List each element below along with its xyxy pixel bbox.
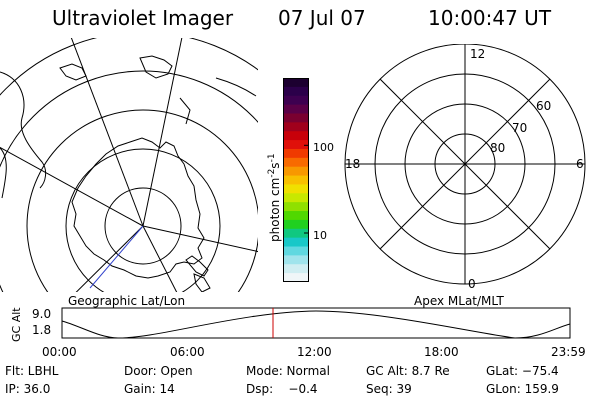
timeline-frame xyxy=(61,307,571,339)
colorbar-units: photon cm-2s-1 xyxy=(267,153,282,242)
timeline-xtick: 23:59 xyxy=(551,345,586,359)
coastline xyxy=(215,77,257,97)
glon-info: GLon: 159.9 xyxy=(486,382,559,396)
gc-alt-info: GC Alt: 8.7 Re xyxy=(366,364,450,378)
colorbar-swatch xyxy=(283,148,309,159)
lat-circle xyxy=(26,109,258,292)
coastline xyxy=(139,55,173,79)
meridian-line xyxy=(142,38,183,227)
mode-info: Mode: Normal xyxy=(246,364,330,378)
colorbar-swatch xyxy=(283,78,309,88)
dsp-info: Dsp: −0.4 xyxy=(246,382,318,396)
svg-text:photon cm-2s-1: photon cm-2s-1 xyxy=(267,153,282,242)
seq-info: Seq: 39 xyxy=(366,382,412,396)
mlt-label-12: 12 xyxy=(470,47,485,61)
instrument-title: Ultraviolet Imager xyxy=(52,6,234,30)
timeline-xtick: 00:00 xyxy=(42,345,77,359)
colorbar-swatch xyxy=(283,264,309,274)
meridian-line xyxy=(0,146,144,227)
date-label: 07 Jul 07 xyxy=(278,6,366,30)
colorbar-tick-label: 10 xyxy=(313,229,327,242)
satellite-track xyxy=(89,225,144,289)
apex-polar-plot: 12 18 6 0 60 70 80 xyxy=(344,44,586,291)
colorbar-swatch xyxy=(283,237,309,248)
color-scale-ticks: 100 10 xyxy=(313,141,334,242)
filter-info: Flt: LBHL xyxy=(5,364,59,378)
coastline xyxy=(0,71,47,189)
colorbar-swatch xyxy=(283,157,309,168)
mlt-label-6: 6 xyxy=(576,157,584,171)
colorbar-swatch xyxy=(283,255,309,265)
colorbar-tick-label: 100 xyxy=(313,141,334,154)
colorbar-swatch xyxy=(283,211,309,221)
colorbar-swatch xyxy=(283,219,309,230)
coastline xyxy=(185,255,209,277)
coastline xyxy=(0,147,7,199)
colorbar-swatch xyxy=(283,113,309,123)
color-scale-bar xyxy=(283,78,309,282)
coastline xyxy=(59,63,87,81)
lat-circle xyxy=(65,148,221,292)
colorbar-swatch xyxy=(283,166,309,177)
meridian-line xyxy=(75,225,144,292)
colorbar-swatch xyxy=(283,122,309,132)
colorbar-swatch xyxy=(283,140,309,150)
time-label: 10:00:47 UT xyxy=(428,6,552,30)
coastline xyxy=(71,137,205,279)
colorbar-swatch xyxy=(283,184,309,194)
lat-circle xyxy=(0,38,258,96)
colorbar-swatch xyxy=(283,193,309,203)
meridian-line xyxy=(142,225,258,253)
geographic-caption: Geographic Lat/Lon xyxy=(68,294,186,308)
colorbar-swatch xyxy=(283,86,309,97)
geographic-map xyxy=(0,38,258,292)
colorbar-swatch xyxy=(283,175,309,185)
colorbar-swatch xyxy=(283,131,309,141)
meridian-line xyxy=(70,38,144,227)
mlat-label-60: 60 xyxy=(536,99,551,113)
timeline-xtick: 18:00 xyxy=(424,345,459,359)
colorbar-swatch xyxy=(283,104,309,114)
coastline xyxy=(179,97,191,125)
ip-info: IP: 36.0 xyxy=(5,382,51,396)
mlat-label-70: 70 xyxy=(512,121,527,135)
mlt-label-0: 0 xyxy=(468,277,476,291)
timeline-ylabel: GC Alt xyxy=(10,307,23,342)
meridian-line xyxy=(142,225,178,292)
colorbar-swatch xyxy=(283,246,309,256)
colorbar-frame xyxy=(283,78,309,282)
lat-circle xyxy=(104,187,182,265)
altitude-timeline: GC Alt 9.0 1.8 00:00 06:00 12:00 18:00 2… xyxy=(10,307,586,359)
colorbar-swatch xyxy=(283,95,309,106)
apex-caption: Apex MLat/MLT xyxy=(414,294,504,308)
timeline-xtick: 12:00 xyxy=(297,345,332,359)
colorbar-swatch xyxy=(283,228,309,239)
lat-circle xyxy=(0,70,258,292)
coastline xyxy=(193,273,211,292)
mlt-label-18: 18 xyxy=(345,157,360,171)
glat-info: GLat: −75.4 xyxy=(486,364,559,378)
mlt-line xyxy=(379,78,551,250)
door-info: Door: Open xyxy=(124,364,193,378)
mlat-label-80: 80 xyxy=(490,141,505,155)
timeline-ytick: 1.8 xyxy=(32,323,51,337)
gain-info: Gain: 14 xyxy=(124,382,175,396)
altitude-curve xyxy=(61,310,571,339)
timeline-ytick: 9.0 xyxy=(32,307,51,321)
timeline-xtick: 06:00 xyxy=(170,345,205,359)
colorbar-swatch xyxy=(283,202,309,212)
colorbar-swatch xyxy=(283,273,309,282)
